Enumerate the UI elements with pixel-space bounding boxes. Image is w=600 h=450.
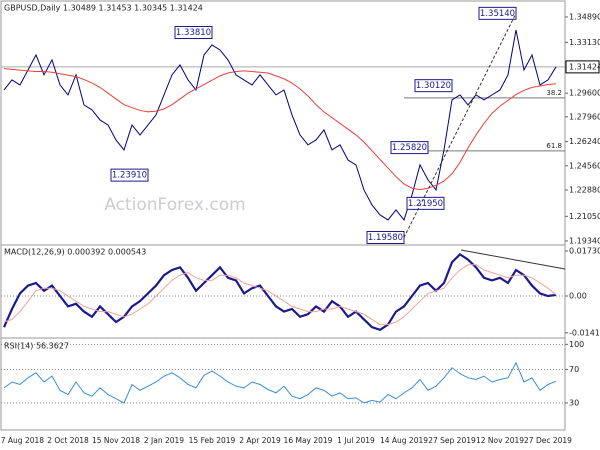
- x-tick-label: 1 Jul 2019: [337, 436, 375, 445]
- panel-title: RSI(14) 56.3627: [4, 342, 69, 351]
- panel-title: MACD(12,26,9) 0.000392 0.000543: [4, 248, 146, 257]
- annotation-box: [414, 79, 453, 93]
- x-tick-label: 15 Feb 2019: [189, 436, 236, 445]
- y-tick-label: 1.27960: [569, 112, 600, 121]
- macd-trendline: [460, 249, 566, 270]
- y-tick-label: 1.33130: [569, 38, 600, 47]
- series-line: [3, 361, 557, 404]
- trendline: [403, 13, 517, 238]
- series-line: [3, 29, 557, 221]
- annotation-label: 1.19580: [368, 233, 403, 243]
- x-tick-label: 14 Aug 2019: [380, 436, 428, 445]
- y-tick-label: 30: [569, 398, 579, 407]
- y-tick-label: 1.19340: [569, 236, 600, 245]
- annotation-label: 1.21950: [408, 199, 443, 209]
- watermark: ActionForex.com: [104, 195, 245, 215]
- panel-title: GBPUSD,Daily 1.30489 1.31453 1.30345 1.3…: [4, 4, 203, 13]
- x-tick-label: 2 Apr 2019: [239, 436, 281, 445]
- x-tick-label: 2 Jan 2019: [144, 436, 184, 445]
- macd-panel: [0, 244, 566, 339]
- annotation-box: [174, 26, 213, 40]
- y-tick-label: 1.26240: [569, 137, 600, 146]
- annotation-box: [406, 196, 445, 210]
- y-tick-label: 1.22880: [569, 185, 600, 194]
- annotation-box: [110, 168, 149, 182]
- series-line: [3, 264, 557, 326]
- x-tick-label: 15 Nov 2018: [92, 436, 140, 445]
- annotation-label: 1.30120: [416, 81, 451, 91]
- y-tick-label: 100: [569, 340, 584, 349]
- series-line: [3, 68, 557, 191]
- x-tick-label: 17 Aug 2018: [0, 436, 44, 445]
- rsi-panel: [0, 337, 566, 431]
- annotation-box: [478, 6, 517, 20]
- x-tick-label: 16 May 2019: [284, 436, 333, 445]
- annotation-label: 1.25820: [392, 143, 427, 153]
- x-tick-label: 27 Dec 2019: [524, 436, 572, 445]
- annotation-box: [390, 141, 429, 155]
- x-tick-label: 27 Sep 2019: [428, 436, 476, 445]
- y-tick-label: 70: [569, 365, 579, 374]
- x-tick-label: 2 Oct 2018: [47, 436, 89, 445]
- fib-label: 38.2: [546, 89, 562, 97]
- series-line: [2, 252, 557, 332]
- annotation-label: 1.23910: [112, 171, 147, 181]
- y-tick-label: 0.017302: [569, 246, 600, 255]
- annotation-label: 1.33810: [176, 28, 211, 38]
- last-price-label: 1.31424: [569, 62, 600, 71]
- y-tick-label: 0.00: [569, 291, 587, 300]
- y-tick-label: 1.29600: [569, 89, 600, 98]
- fib-label: 61.8: [546, 142, 562, 150]
- y-tick-label: -0.014148: [569, 328, 600, 337]
- y-tick-label: 1.34890: [569, 12, 600, 21]
- price-panel: [0, 0, 566, 246]
- y-tick-label: 1.24560: [569, 161, 600, 170]
- y-tick-label: 1.21050: [569, 212, 600, 221]
- last-price-box: [565, 60, 600, 74]
- annotation-label: 1.35140: [480, 9, 515, 19]
- x-tick-label: 12 Nov 2019: [476, 436, 524, 445]
